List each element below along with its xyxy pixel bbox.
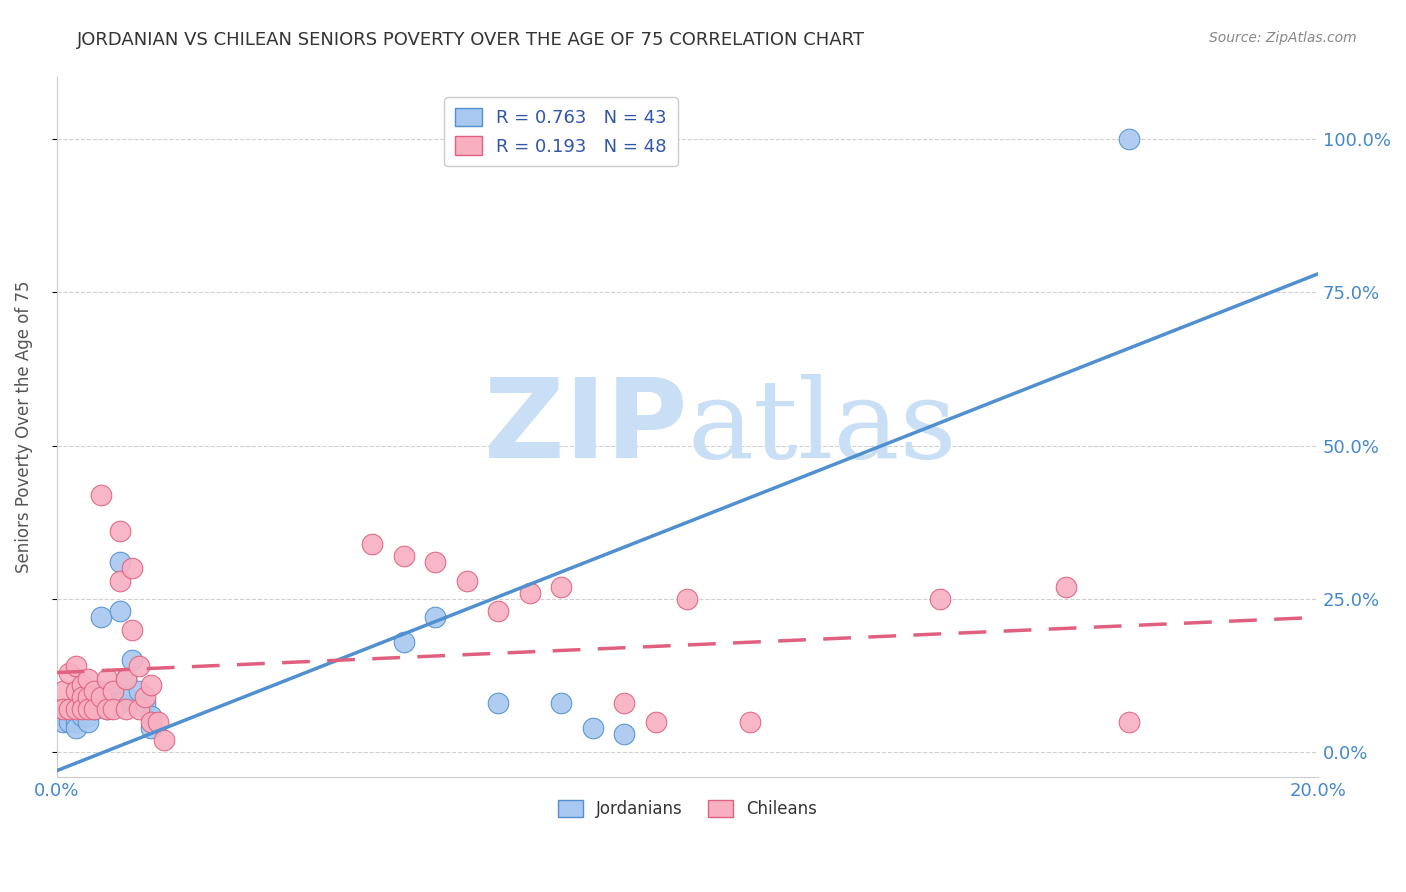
Point [644, 714, 666, 729]
Point [70, 708, 93, 723]
Point [65, 702, 87, 716]
Point [65, 702, 87, 716]
Point [77, 714, 100, 729]
Point [121, 653, 143, 667]
Point [1118, 132, 1140, 146]
Y-axis label: Seniors Poverty Over the Age of 75: Seniors Poverty Over the Age of 75 [15, 281, 32, 574]
Point [115, 690, 138, 705]
Point [676, 591, 699, 606]
Point [83, 696, 105, 710]
Legend: Jordanians, Chileans: Jordanians, Chileans [551, 793, 824, 824]
Point [70, 690, 93, 705]
Text: JORDANIAN VS CHILEAN SENIORS POVERTY OVER THE AGE OF 75 CORRELATION CHART: JORDANIAN VS CHILEAN SENIORS POVERTY OVE… [77, 31, 865, 49]
Point [115, 672, 138, 686]
Point [1118, 714, 1140, 729]
Point [108, 555, 131, 569]
Point [65, 684, 87, 698]
Point [128, 702, 150, 716]
Point [361, 537, 384, 551]
Point [77, 708, 100, 723]
Point [141, 678, 163, 692]
Point [65, 714, 87, 729]
Point [103, 690, 125, 705]
Point [392, 549, 415, 563]
Point [96, 702, 118, 716]
Point [70, 702, 93, 716]
Point [90, 684, 112, 698]
Point [77, 702, 100, 716]
Point [486, 696, 509, 710]
Point [70, 678, 93, 692]
Point [121, 623, 143, 637]
Point [115, 702, 138, 716]
Point [52, 714, 75, 729]
Point [108, 574, 131, 588]
Point [613, 727, 636, 741]
Point [83, 690, 105, 705]
Point [77, 696, 100, 710]
Point [83, 702, 105, 716]
Point [58, 702, 80, 716]
Point [550, 696, 572, 710]
Point [90, 690, 112, 705]
Text: Source: ZipAtlas.com: Source: ZipAtlas.com [1209, 31, 1357, 45]
Point [52, 708, 75, 723]
Point [134, 690, 156, 705]
Point [83, 684, 105, 698]
Point [519, 586, 541, 600]
Point [90, 488, 112, 502]
Point [134, 696, 156, 710]
Point [58, 708, 80, 723]
Point [90, 610, 112, 624]
Point [928, 591, 950, 606]
Point [486, 604, 509, 618]
Point [582, 721, 605, 735]
Point [613, 696, 636, 710]
Point [65, 708, 87, 723]
Point [115, 672, 138, 686]
Point [52, 702, 75, 716]
Point [141, 714, 163, 729]
Point [58, 702, 80, 716]
Point [103, 696, 125, 710]
Point [90, 696, 112, 710]
Point [141, 721, 163, 735]
Point [65, 659, 87, 673]
Point [550, 580, 572, 594]
Point [83, 702, 105, 716]
Point [77, 690, 100, 705]
Point [103, 684, 125, 698]
Point [128, 684, 150, 698]
Point [1054, 580, 1077, 594]
Point [128, 659, 150, 673]
Text: ZIP: ZIP [484, 374, 688, 481]
Point [392, 635, 415, 649]
Point [108, 524, 131, 539]
Point [146, 714, 169, 729]
Point [96, 672, 118, 686]
Point [141, 708, 163, 723]
Point [740, 714, 762, 729]
Point [108, 696, 131, 710]
Point [58, 714, 80, 729]
Point [96, 702, 118, 716]
Text: atlas: atlas [688, 374, 957, 481]
Point [77, 702, 100, 716]
Point [58, 665, 80, 680]
Point [423, 555, 446, 569]
Point [70, 696, 93, 710]
Point [103, 702, 125, 716]
Point [77, 672, 100, 686]
Point [423, 610, 446, 624]
Point [108, 604, 131, 618]
Point [456, 574, 478, 588]
Point [52, 684, 75, 698]
Point [153, 733, 176, 747]
Point [65, 721, 87, 735]
Point [70, 702, 93, 716]
Point [96, 696, 118, 710]
Point [121, 561, 143, 575]
